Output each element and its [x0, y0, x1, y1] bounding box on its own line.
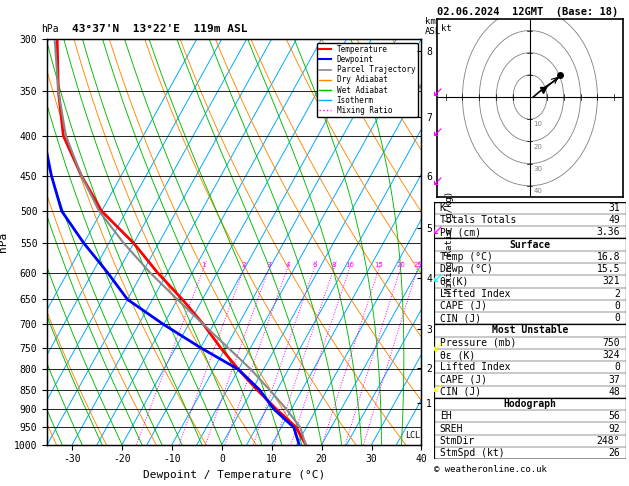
Text: 6: 6 [312, 262, 316, 268]
Text: 30: 30 [533, 166, 542, 172]
Text: StmSpd (kt): StmSpd (kt) [440, 448, 504, 458]
Text: 248°: 248° [596, 436, 620, 446]
Text: Lifted Index: Lifted Index [440, 289, 510, 299]
Text: EH: EH [440, 411, 452, 421]
Text: 3: 3 [267, 262, 271, 268]
Text: Temp (°C): Temp (°C) [440, 252, 493, 262]
Text: LCL: LCL [405, 431, 420, 440]
Text: 0: 0 [615, 362, 620, 372]
Text: ↙: ↙ [431, 85, 442, 99]
X-axis label: Dewpoint / Temperature (°C): Dewpoint / Temperature (°C) [143, 470, 325, 480]
Text: θε (K): θε (K) [440, 350, 475, 360]
Text: K: K [440, 203, 445, 213]
Text: 49: 49 [608, 215, 620, 225]
Text: © weatheronline.co.uk: © weatheronline.co.uk [434, 465, 547, 474]
Text: 16.8: 16.8 [596, 252, 620, 262]
Text: Totals Totals: Totals Totals [440, 215, 516, 225]
Text: Hodograph: Hodograph [503, 399, 557, 409]
Text: ↙: ↙ [431, 174, 442, 188]
Text: 26: 26 [608, 448, 620, 458]
Text: ↙: ↙ [431, 381, 442, 395]
Text: 15: 15 [375, 262, 384, 268]
Text: 20: 20 [533, 144, 542, 150]
Text: CIN (J): CIN (J) [440, 387, 481, 397]
Text: 2: 2 [242, 262, 247, 268]
Text: Most Unstable: Most Unstable [492, 326, 568, 335]
Text: PW (cm): PW (cm) [440, 227, 481, 237]
Text: 1: 1 [201, 262, 206, 268]
Text: CAPE (J): CAPE (J) [440, 375, 487, 384]
Text: hPa: hPa [41, 24, 58, 34]
Text: ↙: ↙ [431, 223, 442, 237]
Text: kt: kt [440, 24, 451, 33]
Text: Pressure (mb): Pressure (mb) [440, 338, 516, 348]
Text: θε(K): θε(K) [440, 277, 469, 286]
Text: 750: 750 [603, 338, 620, 348]
Text: 324: 324 [603, 350, 620, 360]
Text: SREH: SREH [440, 424, 464, 434]
Text: 48: 48 [608, 387, 620, 397]
Y-axis label: hPa: hPa [0, 232, 8, 252]
Text: 10: 10 [533, 122, 542, 127]
Text: 02.06.2024  12GMT  (Base: 18): 02.06.2024 12GMT (Base: 18) [437, 7, 618, 17]
Text: km
ASL: km ASL [425, 17, 441, 36]
Text: CAPE (J): CAPE (J) [440, 301, 487, 311]
Text: 0: 0 [615, 313, 620, 323]
Text: 321: 321 [603, 277, 620, 286]
Text: 3.36: 3.36 [596, 227, 620, 237]
Legend: Temperature, Dewpoint, Parcel Trajectory, Dry Adiabat, Wet Adiabat, Isotherm, Mi: Temperature, Dewpoint, Parcel Trajectory… [317, 43, 418, 117]
Text: 10: 10 [345, 262, 354, 268]
Text: 43°37'N  13°22'E  119m ASL: 43°37'N 13°22'E 119m ASL [72, 24, 248, 34]
Text: 92: 92 [608, 424, 620, 434]
Text: 40: 40 [533, 188, 542, 194]
Text: 31: 31 [608, 203, 620, 213]
Text: 15.5: 15.5 [596, 264, 620, 274]
Text: StmDir: StmDir [440, 436, 475, 446]
Text: Lifted Index: Lifted Index [440, 362, 510, 372]
Text: 37: 37 [608, 375, 620, 384]
Text: ↙: ↙ [431, 271, 442, 285]
Text: Dewp (°C): Dewp (°C) [440, 264, 493, 274]
Text: 0: 0 [615, 301, 620, 311]
Text: ↙: ↙ [431, 340, 442, 354]
Text: 8: 8 [331, 262, 337, 268]
Text: 56: 56 [608, 411, 620, 421]
Text: 2: 2 [615, 289, 620, 299]
Text: Surface: Surface [509, 240, 550, 250]
Text: CIN (J): CIN (J) [440, 313, 481, 323]
Text: Mixing Ratio (g/kg): Mixing Ratio (g/kg) [445, 191, 454, 293]
Text: 20: 20 [396, 262, 405, 268]
Text: 25: 25 [413, 262, 422, 268]
Text: ↙: ↙ [431, 125, 442, 139]
Text: 4: 4 [286, 262, 290, 268]
